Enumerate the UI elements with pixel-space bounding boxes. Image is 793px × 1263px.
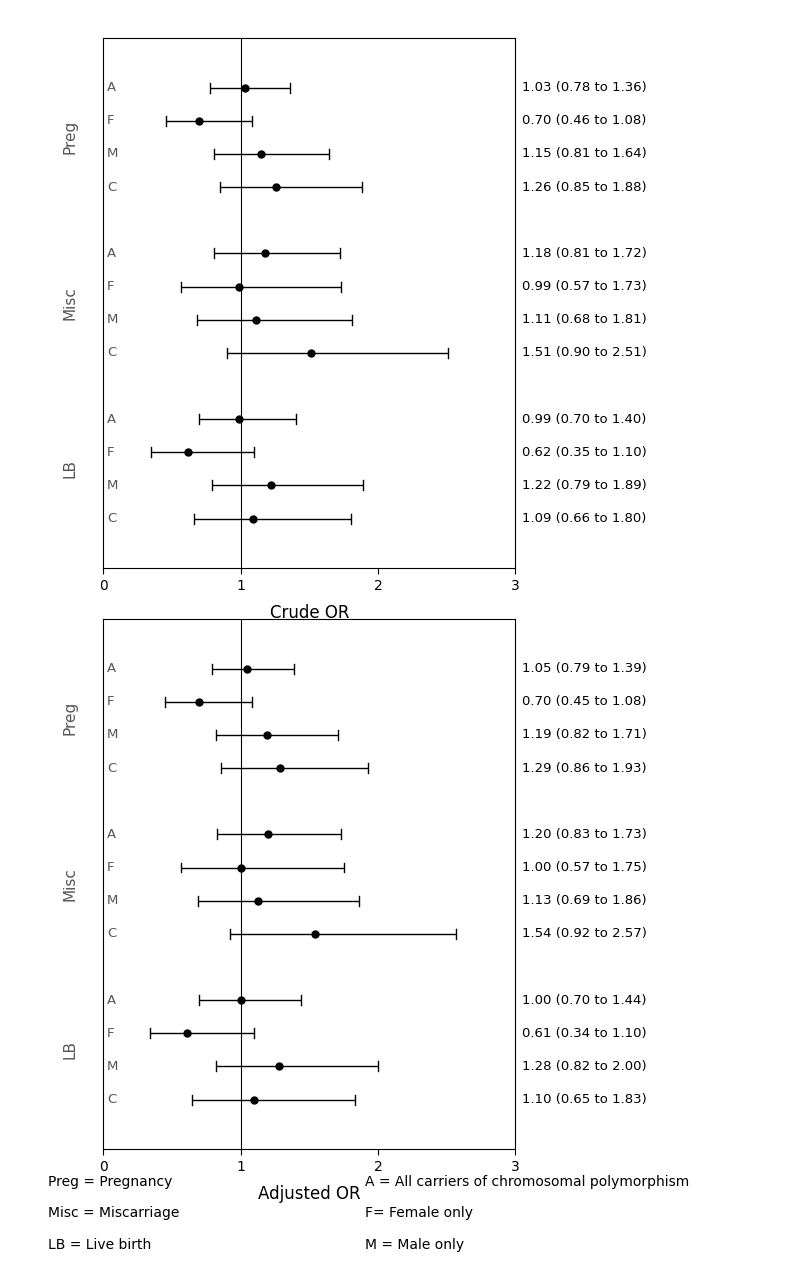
Text: 1.54 (0.92 to 2.57): 1.54 (0.92 to 2.57) — [523, 927, 647, 941]
Text: 1.28 (0.82 to 2.00): 1.28 (0.82 to 2.00) — [523, 1060, 647, 1074]
Text: Preg = Pregnancy: Preg = Pregnancy — [48, 1175, 172, 1188]
Text: M: M — [107, 1060, 119, 1074]
Text: 0.99 (0.70 to 1.40): 0.99 (0.70 to 1.40) — [523, 413, 647, 426]
Text: F: F — [107, 446, 115, 458]
Text: Misc: Misc — [63, 868, 78, 901]
Text: M = Male only: M = Male only — [365, 1238, 464, 1252]
Text: F: F — [107, 1027, 115, 1039]
Text: C: C — [107, 181, 117, 193]
Text: 1.29 (0.86 to 1.93): 1.29 (0.86 to 1.93) — [523, 762, 647, 774]
Text: A: A — [107, 413, 117, 426]
Text: 1.05 (0.79 to 1.39): 1.05 (0.79 to 1.39) — [523, 662, 647, 676]
X-axis label: Adjusted OR: Adjusted OR — [258, 1185, 361, 1202]
Text: A = All carriers of chromosomal polymorphism: A = All carriers of chromosomal polymorp… — [365, 1175, 689, 1188]
Text: 0.70 (0.46 to 1.08): 0.70 (0.46 to 1.08) — [523, 114, 647, 128]
Text: 1.09 (0.66 to 1.80): 1.09 (0.66 to 1.80) — [523, 512, 647, 525]
Text: 0.62 (0.35 to 1.10): 0.62 (0.35 to 1.10) — [523, 446, 647, 458]
Text: F: F — [107, 695, 115, 709]
Text: 1.18 (0.81 to 1.72): 1.18 (0.81 to 1.72) — [523, 246, 647, 260]
Text: M: M — [107, 729, 119, 741]
Text: LB: LB — [63, 460, 78, 479]
Text: 1.20 (0.83 to 1.73): 1.20 (0.83 to 1.73) — [523, 827, 647, 841]
Text: 0.61 (0.34 to 1.10): 0.61 (0.34 to 1.10) — [523, 1027, 647, 1039]
Text: A: A — [107, 81, 117, 95]
Text: 1.03 (0.78 to 1.36): 1.03 (0.78 to 1.36) — [523, 81, 647, 95]
Text: M: M — [107, 894, 119, 907]
Text: 1.51 (0.90 to 2.51): 1.51 (0.90 to 2.51) — [523, 346, 647, 360]
Text: A: A — [107, 662, 117, 676]
Text: C: C — [107, 762, 117, 774]
Text: 1.00 (0.70 to 1.44): 1.00 (0.70 to 1.44) — [523, 994, 647, 1007]
Text: 1.11 (0.68 to 1.81): 1.11 (0.68 to 1.81) — [523, 313, 647, 326]
Text: F: F — [107, 861, 115, 874]
Text: 1.22 (0.79 to 1.89): 1.22 (0.79 to 1.89) — [523, 479, 647, 493]
Text: F= Female only: F= Female only — [365, 1206, 473, 1220]
X-axis label: Crude OR: Crude OR — [270, 604, 349, 621]
Text: 1.15 (0.81 to 1.64): 1.15 (0.81 to 1.64) — [523, 148, 647, 160]
Text: F: F — [107, 114, 115, 128]
Text: M: M — [107, 148, 119, 160]
Text: LB = Live birth: LB = Live birth — [48, 1238, 151, 1252]
Text: Preg: Preg — [63, 701, 78, 735]
Text: F: F — [107, 280, 115, 293]
Text: Preg: Preg — [63, 120, 78, 154]
Text: M: M — [107, 313, 119, 326]
Text: 1.10 (0.65 to 1.83): 1.10 (0.65 to 1.83) — [523, 1092, 647, 1106]
Text: LB: LB — [63, 1041, 78, 1060]
Text: M: M — [107, 479, 119, 493]
Text: 0.99 (0.57 to 1.73): 0.99 (0.57 to 1.73) — [523, 280, 647, 293]
Text: 0.70 (0.45 to 1.08): 0.70 (0.45 to 1.08) — [523, 695, 647, 709]
Text: Misc = Miscarriage: Misc = Miscarriage — [48, 1206, 179, 1220]
Text: 1.19 (0.82 to 1.71): 1.19 (0.82 to 1.71) — [523, 729, 647, 741]
Text: A: A — [107, 994, 117, 1007]
Text: C: C — [107, 927, 117, 941]
Text: A: A — [107, 827, 117, 841]
Text: 1.00 (0.57 to 1.75): 1.00 (0.57 to 1.75) — [523, 861, 647, 874]
Text: Misc: Misc — [63, 287, 78, 320]
Text: 1.13 (0.69 to 1.86): 1.13 (0.69 to 1.86) — [523, 894, 647, 907]
Text: 1.26 (0.85 to 1.88): 1.26 (0.85 to 1.88) — [523, 181, 647, 193]
Text: C: C — [107, 1092, 117, 1106]
Text: C: C — [107, 346, 117, 360]
Text: C: C — [107, 512, 117, 525]
Text: A: A — [107, 246, 117, 260]
